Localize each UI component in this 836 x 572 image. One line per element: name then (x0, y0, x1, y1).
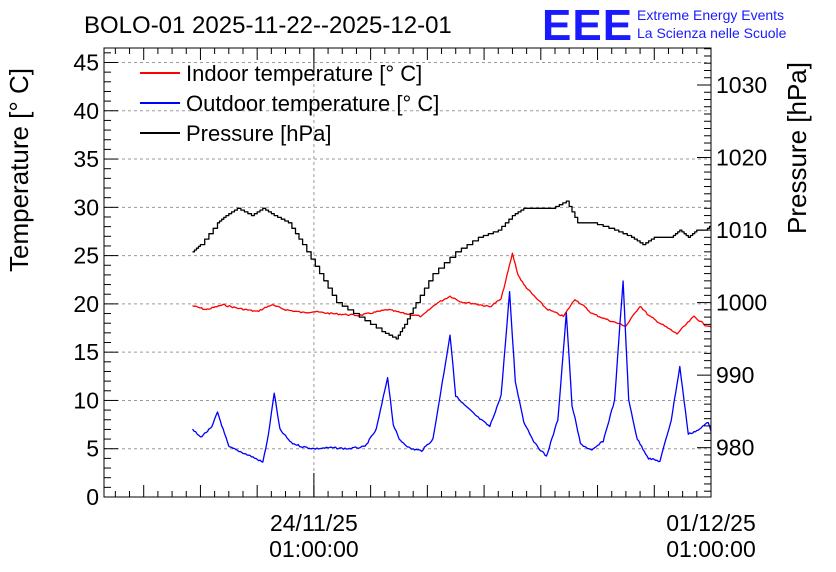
x-tick-label-date: 01/12/25 (666, 510, 756, 536)
series-line-pressure (192, 200, 711, 340)
plot-frame (103, 47, 712, 498)
y-left-tick-label: 15 (73, 339, 99, 365)
eee-logo: EEE Extreme Energy Events La Scienza nel… (542, 1, 787, 50)
y-left-tick-label: 45 (73, 49, 99, 75)
series-layer (191, 200, 711, 463)
y-right-tick-label: 1030 (716, 72, 767, 98)
series-line-indoor (192, 252, 711, 335)
y-left-tick-label: 5 (86, 436, 99, 462)
axes: 0 5 10 15 20 25 30 35 40 45 980 990 1000 1010 1020 1030… (73, 48, 767, 562)
x-tick-label-date: 24/11/25 (270, 510, 358, 536)
y-right-tick-label: 1010 (716, 217, 767, 243)
logo-line-2: La Scienza nelle Scuole (637, 25, 787, 41)
y-left-tick-label: 20 (73, 291, 99, 317)
x-tick-label-time: 01:00:00 (269, 536, 359, 562)
legend-label: Pressure [hPa] (186, 121, 332, 146)
y-left-tick-label: 30 (73, 194, 99, 220)
legend-label: Indoor temperature [° C] (186, 61, 422, 86)
y-right-tick-label: 1020 (716, 145, 767, 171)
x-tick-label-time: 01:00:00 (666, 536, 756, 562)
y-left-tick-label: 25 (73, 243, 99, 269)
y-right-tick-label: 1000 (716, 290, 767, 316)
y-left-tick-label: 0 (86, 484, 99, 510)
legend-label: Outdoor temperature [° C] (186, 91, 439, 116)
series-line-outdoor (191, 280, 711, 463)
legend: Indoor temperature [° C] Outdoor temperat… (140, 61, 439, 146)
y-axis-right-label: Pressure [hPa] (782, 62, 812, 234)
logo-mark: EEE (542, 1, 633, 50)
y-left-tick-label: 40 (73, 98, 99, 124)
y-left-tick-label: 10 (73, 387, 99, 413)
chart-title: BOLO-01 2025-11-22--2025-12-01 (84, 12, 452, 39)
y-left-tick-label: 35 (73, 146, 99, 172)
y-right-tick-label: 990 (716, 362, 754, 388)
y-right-tick-label: 980 (716, 435, 754, 461)
y-axis-left-label: Temperature [° C] (4, 68, 34, 272)
logo-line-1: Extreme Energy Events (637, 7, 784, 23)
